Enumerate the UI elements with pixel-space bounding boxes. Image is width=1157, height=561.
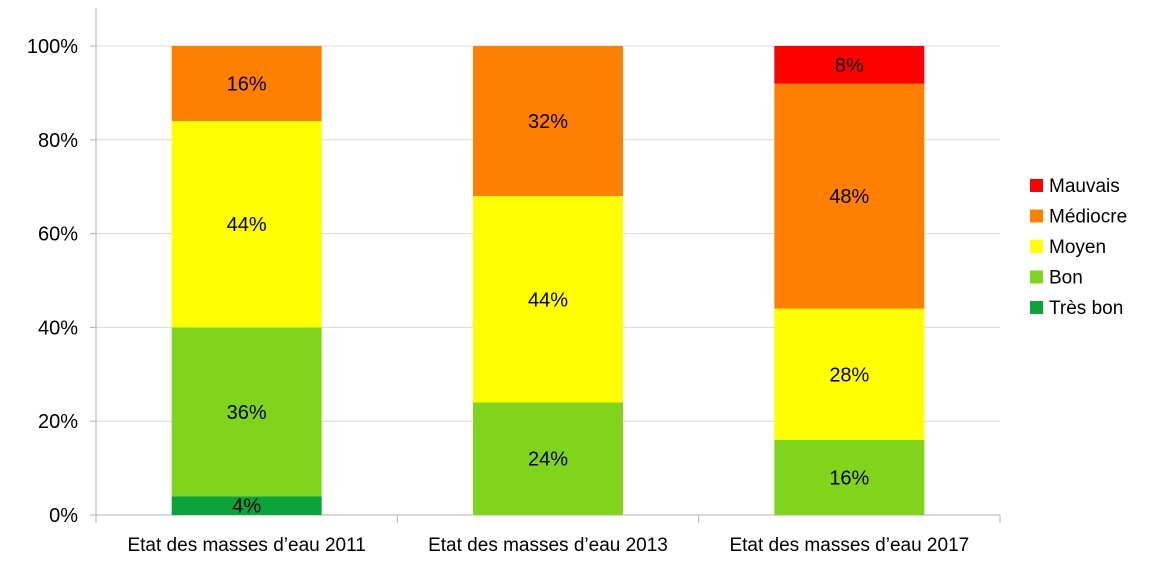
legend-swatch (1030, 301, 1043, 314)
data-label: 44% (528, 289, 568, 311)
bar-segment (774, 308, 925, 440)
data-label: 4% (232, 496, 261, 518)
data-label: 44% (227, 214, 267, 236)
legend-label: Moyen (1049, 237, 1106, 258)
x-tick-label: Etat des masses d’eau 2013 (428, 535, 668, 556)
bar-segment (473, 196, 623, 403)
data-label: 36% (227, 402, 267, 424)
bar-segment (774, 83, 925, 309)
data-label: 28% (829, 364, 869, 386)
bar-segment (171, 121, 322, 328)
bar-segment (774, 46, 925, 84)
data-label: 48% (829, 186, 869, 208)
legend-swatch (1030, 240, 1043, 253)
legend-label: Très bon (1049, 298, 1123, 319)
legend-label: Mauvais (1049, 176, 1120, 197)
legend-label: Médiocre (1049, 207, 1127, 228)
y-tick-label: 0% (49, 505, 78, 527)
y-tick-label: 40% (38, 317, 78, 339)
legend: Mauvais Médiocre Moyen Bon Très bon (1030, 176, 1127, 319)
y-tick-label: 60% (38, 224, 78, 246)
data-label: 24% (528, 449, 568, 471)
data-label: 8% (835, 55, 864, 77)
legend-swatch (1030, 179, 1043, 192)
legend-swatch (1030, 270, 1043, 284)
y-tick-label: 80% (38, 130, 78, 152)
bar-segment (473, 402, 623, 515)
bar-segment (774, 439, 925, 515)
data-label: 16% (227, 74, 267, 96)
data-label: 16% (829, 467, 869, 489)
legend-swatch (1030, 209, 1043, 223)
y-tick-label: 100% (27, 36, 78, 58)
x-tick-label: Etat des masses d’eau 2017 (729, 535, 969, 556)
x-tick-label: Etat des masses d’eau 2011 (127, 535, 365, 556)
y-tick-label: 20% (38, 411, 78, 433)
bar-segment (171, 46, 322, 122)
bar-segment (473, 46, 623, 197)
data-label: 32% (528, 111, 568, 133)
bar-segment (171, 496, 322, 515)
bar-segment (171, 327, 322, 497)
data-labels: 4% 36% 44% 16% 24% 44% 32% 16% 28% 48% 8% (227, 55, 870, 518)
bars (171, 46, 925, 515)
legend-label: Bon (1049, 268, 1083, 289)
